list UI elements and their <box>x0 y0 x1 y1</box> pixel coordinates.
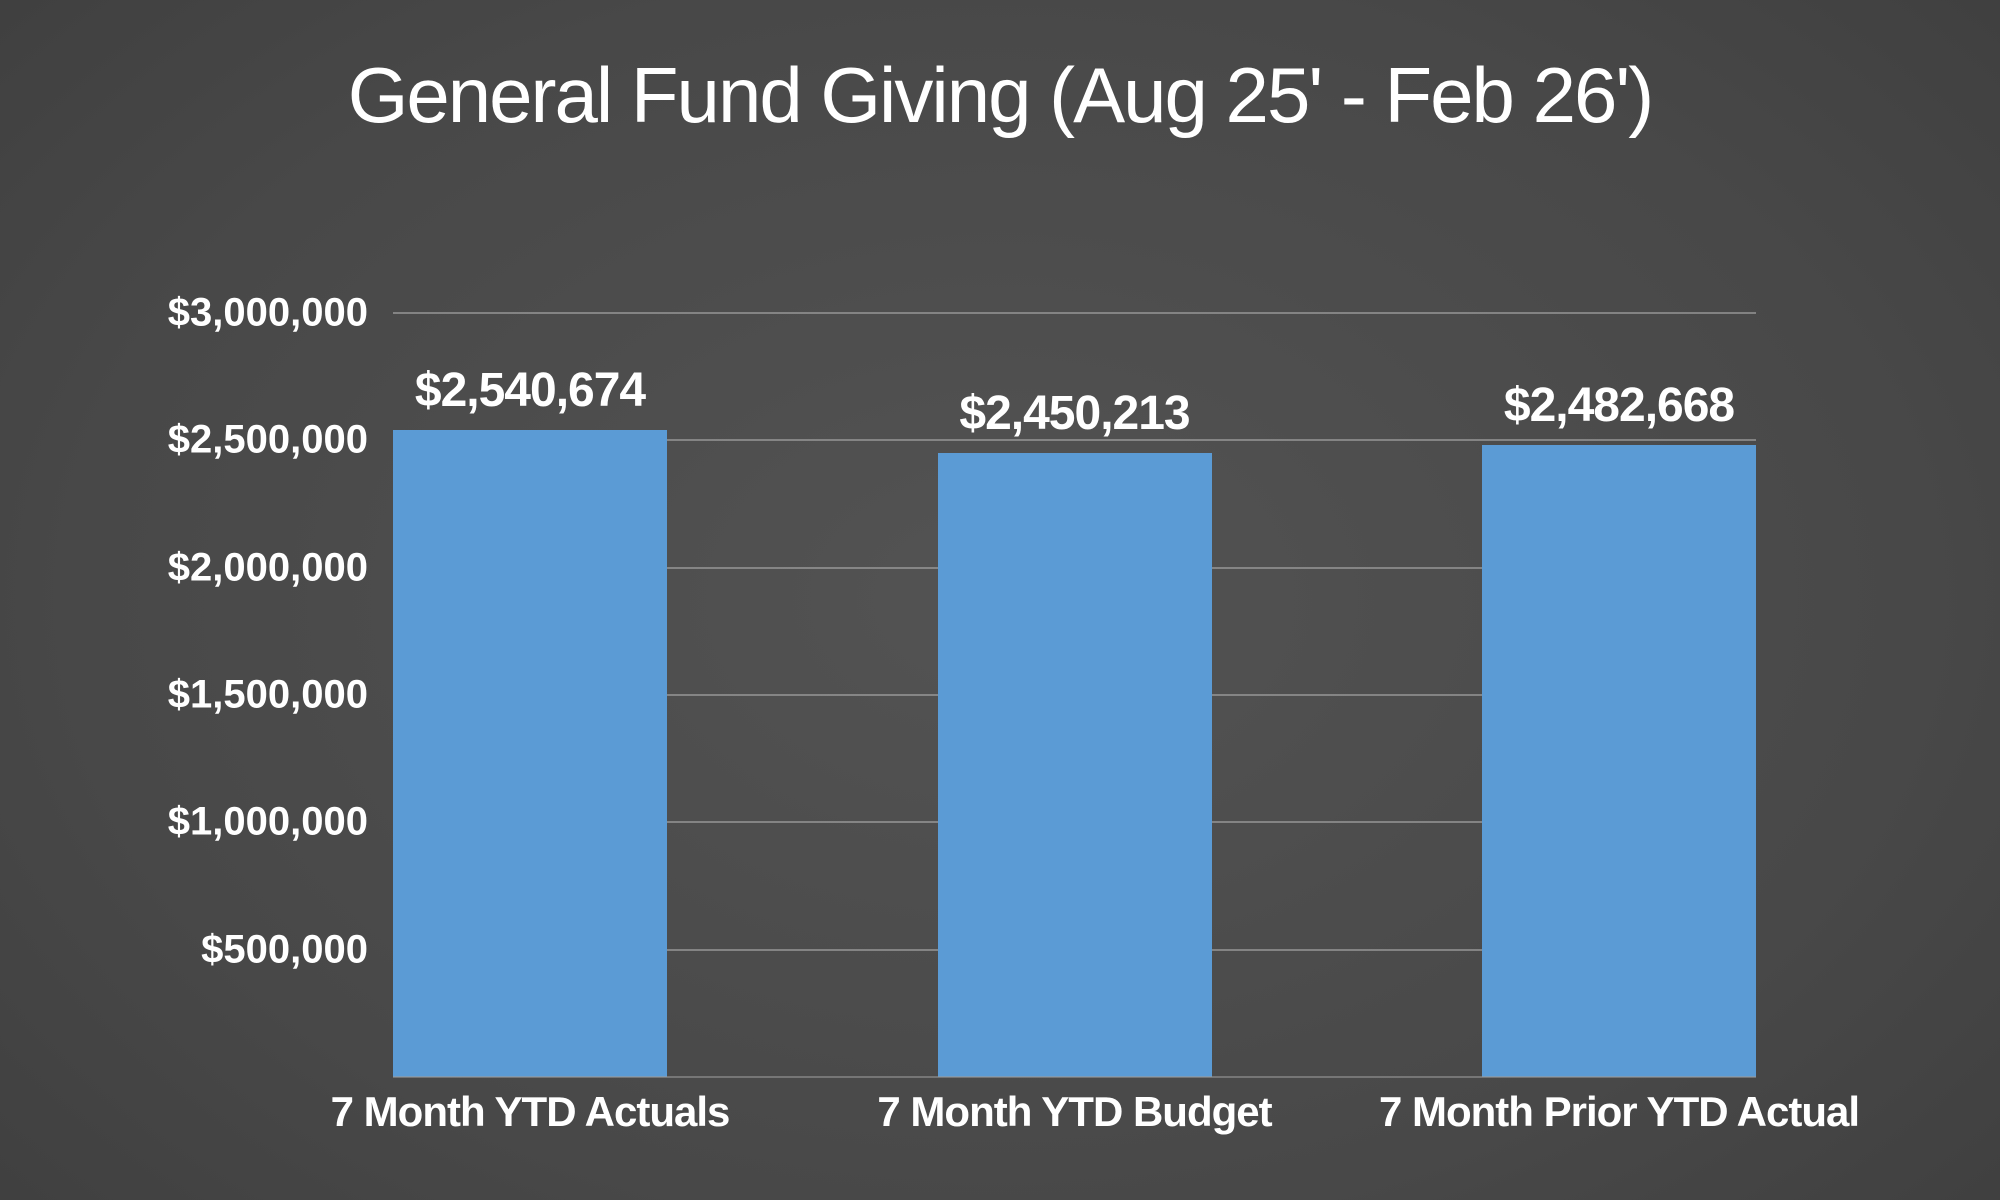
x-axis-line <box>393 1076 1756 1078</box>
y-axis-tick-label: $1,500,000 <box>167 672 368 717</box>
bars-container: $2,540,674 $2,450,213 $2,482,668 <box>393 313 1756 1077</box>
bar-slot: $2,450,213 <box>937 386 1212 1077</box>
x-axis-label-slot: 7 Month YTD Budget <box>877 1088 1272 1136</box>
bar-value-label: $2,540,674 <box>414 363 646 417</box>
bar-value-label: $2,450,213 <box>959 387 1190 441</box>
bar <box>937 453 1212 1077</box>
x-axis-labels: 7 Month YTD Actuals 7 Month YTD Budget 7 M… <box>331 1088 1860 1136</box>
x-axis-category-label: 7 Month Prior YTD Actual <box>1378 1088 1860 1135</box>
gridline <box>393 439 1756 442</box>
x-axis-label-slot: 7 Month YTD Actuals <box>331 1088 731 1136</box>
y-axis-tick-label: $2,000,000 <box>167 545 368 590</box>
gridline <box>393 312 1756 314</box>
x-axis-category-label: 7 Month YTD Actuals <box>330 1088 731 1135</box>
bar-slot: $2,482,668 <box>1482 378 1756 1077</box>
bar-slot: $2,540,674 <box>393 363 667 1077</box>
bar-value-label: $2,482,668 <box>1503 378 1735 432</box>
x-axis-label-slot: 7 Month Prior YTD Actual <box>1379 1088 1860 1136</box>
chart-title: General Fund Giving (Aug 25' - Feb 26') <box>347 51 1654 139</box>
bar <box>393 429 667 1077</box>
y-axis-labels: $500,000 $1,000,000 $1,500,000 $2,000,000 $2… <box>0 291 368 1077</box>
x-axis-category-label: 7 Month YTD Budget <box>877 1088 1272 1135</box>
plot-area: $2,540,674 $2,450,213 $2,482,668 <box>393 312 1756 1078</box>
y-axis-tick-label: $2,500,000 <box>167 417 368 462</box>
y-axis-tick-label: $500,000 <box>201 927 368 972</box>
y-axis-tick-label: $1,000,000 <box>167 799 368 844</box>
y-axis-tick-label: $3,000,000 <box>167 290 368 335</box>
bar <box>1482 444 1756 1077</box>
